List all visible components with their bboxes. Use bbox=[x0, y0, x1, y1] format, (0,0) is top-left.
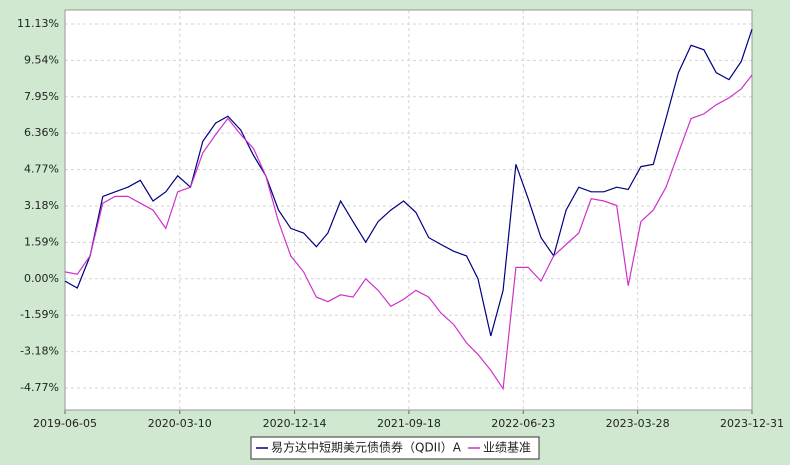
y-tick-label: -4.77% bbox=[20, 381, 59, 394]
y-tick-label: 1.59% bbox=[24, 235, 59, 248]
x-tick-label: 2023-03-28 bbox=[606, 417, 670, 430]
series-line bbox=[64, 29, 753, 337]
x-tick-label: 2023-12-31 bbox=[720, 417, 784, 430]
y-tick-label: -3.18% bbox=[20, 345, 59, 358]
x-tick-label: 2020-03-10 bbox=[148, 417, 212, 430]
legend: 易方达中短期美元债债券（QDII）A 业绩基准 bbox=[250, 436, 540, 460]
x-tick-label: 2019-06-05 bbox=[33, 417, 97, 430]
x-tick-label: 2022-06-23 bbox=[491, 417, 555, 430]
series-line bbox=[64, 74, 753, 391]
legend-label: 业绩基准 bbox=[483, 441, 531, 455]
y-tick-label: 7.95% bbox=[24, 90, 59, 103]
y-tick-label: 3.18% bbox=[24, 199, 59, 212]
y-tick-label: 9.54% bbox=[24, 53, 59, 66]
legend-box bbox=[250, 436, 540, 460]
x-tick-label: 2021-09-18 bbox=[377, 417, 441, 430]
y-tick-label: -1.59% bbox=[20, 308, 59, 321]
y-tick-label: 11.13% bbox=[17, 17, 59, 30]
y-tick-label: 6.36% bbox=[24, 126, 59, 139]
y-tick-label: 4.77% bbox=[24, 163, 59, 176]
legend-label: 易方达中短期美元债债券（QDII）A bbox=[271, 440, 462, 455]
plot-border bbox=[64, 9, 753, 411]
x-tick-label: 2020-12-14 bbox=[263, 417, 327, 430]
y-tick-label: 0.00% bbox=[24, 272, 59, 285]
